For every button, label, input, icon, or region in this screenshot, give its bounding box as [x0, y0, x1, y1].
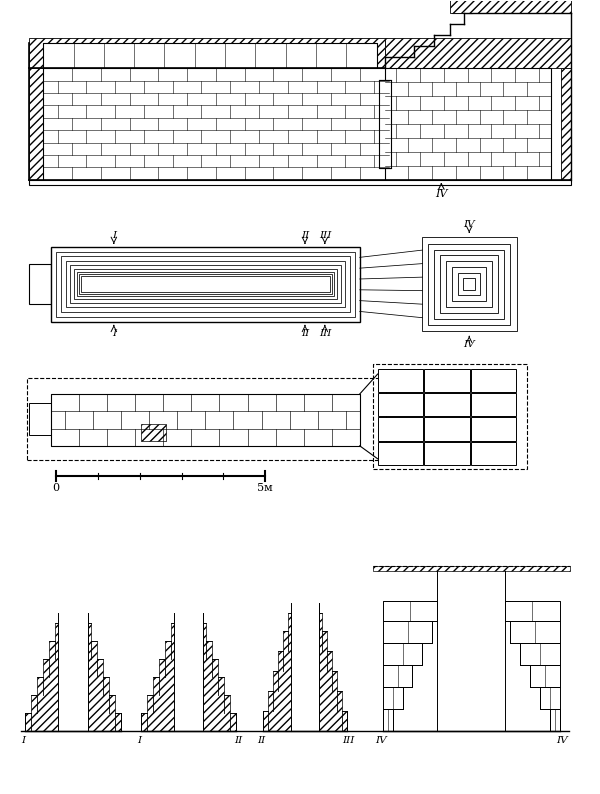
- Polygon shape: [141, 613, 173, 730]
- Bar: [383, 643, 422, 665]
- Bar: [373, 364, 527, 468]
- Polygon shape: [263, 603, 291, 730]
- Bar: [424, 418, 470, 441]
- Bar: [434, 249, 504, 319]
- Text: I: I: [137, 736, 141, 745]
- Polygon shape: [373, 566, 570, 572]
- Bar: [66, 261, 345, 307]
- Text: IV: IV: [375, 736, 386, 745]
- Text: II: II: [301, 230, 309, 240]
- Polygon shape: [561, 68, 571, 179]
- Polygon shape: [29, 38, 385, 68]
- Bar: [51, 394, 360, 445]
- Bar: [440, 256, 498, 314]
- Bar: [470, 418, 516, 441]
- Text: IV: IV: [435, 189, 448, 198]
- Bar: [452, 2, 472, 13]
- Polygon shape: [173, 613, 203, 730]
- Text: IV: IV: [556, 736, 568, 745]
- Bar: [470, 441, 516, 464]
- Polygon shape: [141, 424, 166, 441]
- Bar: [377, 441, 423, 464]
- Bar: [61, 256, 350, 312]
- Text: 5м: 5м: [257, 483, 273, 493]
- Bar: [383, 687, 403, 709]
- Bar: [550, 709, 560, 730]
- Polygon shape: [437, 572, 505, 730]
- Bar: [470, 393, 516, 416]
- Bar: [377, 418, 423, 441]
- Text: III: III: [343, 736, 355, 745]
- Text: I: I: [21, 736, 25, 745]
- Bar: [27, 378, 386, 460]
- Bar: [424, 441, 470, 464]
- Bar: [424, 369, 470, 392]
- Bar: [43, 68, 389, 179]
- Bar: [446, 261, 492, 307]
- Text: I: I: [112, 330, 116, 338]
- Bar: [505, 601, 560, 621]
- Bar: [470, 369, 516, 392]
- Polygon shape: [385, 38, 571, 68]
- Text: II: II: [257, 736, 265, 745]
- Polygon shape: [291, 603, 319, 730]
- Bar: [530, 665, 560, 687]
- Bar: [458, 273, 480, 295]
- Text: 0: 0: [53, 483, 59, 493]
- Polygon shape: [25, 613, 58, 730]
- Polygon shape: [203, 613, 236, 730]
- Bar: [540, 687, 560, 709]
- Bar: [29, 179, 571, 185]
- Bar: [79, 275, 332, 295]
- Bar: [56, 252, 355, 318]
- Bar: [377, 369, 423, 392]
- Polygon shape: [29, 68, 43, 179]
- Bar: [510, 621, 560, 643]
- Bar: [428, 244, 510, 326]
- Text: I: I: [112, 230, 116, 240]
- Text: IV: IV: [463, 340, 475, 349]
- Text: III: III: [319, 330, 331, 338]
- Bar: [51, 246, 360, 322]
- Bar: [383, 709, 392, 730]
- Text: II: II: [234, 736, 242, 745]
- Bar: [29, 403, 53, 435]
- Bar: [43, 43, 377, 68]
- Text: IV: IV: [463, 220, 475, 229]
- Bar: [383, 665, 412, 687]
- Polygon shape: [58, 613, 88, 730]
- Bar: [422, 237, 517, 331]
- Bar: [383, 601, 437, 621]
- Polygon shape: [88, 613, 121, 730]
- Polygon shape: [451, 0, 571, 13]
- Bar: [29, 264, 51, 304]
- Bar: [74, 269, 337, 299]
- Bar: [377, 393, 423, 416]
- Bar: [520, 643, 560, 665]
- Bar: [452, 268, 486, 302]
- Bar: [463, 279, 475, 291]
- Bar: [385, 68, 551, 179]
- Bar: [77, 272, 334, 296]
- Bar: [81, 276, 330, 292]
- Bar: [383, 621, 433, 643]
- Bar: [70, 265, 341, 303]
- Bar: [379, 80, 391, 168]
- Polygon shape: [319, 603, 347, 730]
- Bar: [424, 393, 470, 416]
- Text: II: II: [301, 330, 309, 338]
- Text: III: III: [319, 230, 331, 240]
